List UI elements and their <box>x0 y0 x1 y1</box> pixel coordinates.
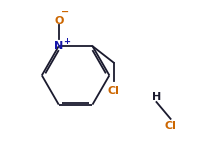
Text: N: N <box>54 41 63 51</box>
Text: −: − <box>61 7 69 17</box>
Text: Cl: Cl <box>108 86 120 96</box>
Text: H: H <box>152 92 161 102</box>
Text: +: + <box>63 37 70 46</box>
Text: Cl: Cl <box>165 121 177 131</box>
Text: O: O <box>54 16 63 26</box>
